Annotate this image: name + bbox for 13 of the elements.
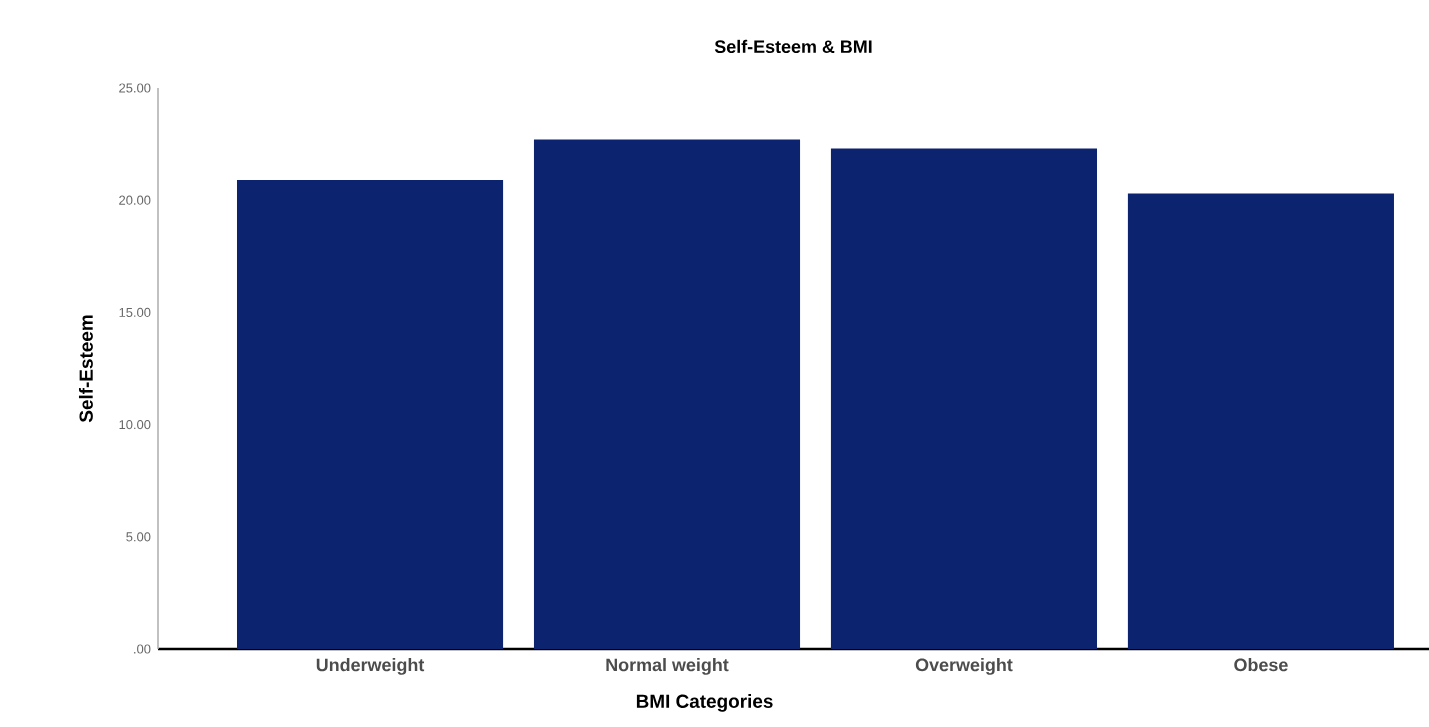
x-axis-title: BMI Categories <box>636 694 773 712</box>
chart-title: Self-Esteem & BMI <box>714 39 872 54</box>
y-axis-title: Self-Esteem <box>78 315 93 423</box>
y-tick-label: 15.00 <box>119 307 151 317</box>
x-tick-label: Obese <box>1234 658 1288 672</box>
y-tick-label: 10.00 <box>119 420 151 430</box>
y-tick-label: 25.00 <box>119 83 151 93</box>
y-tick-label: 5.00 <box>126 532 151 542</box>
x-tick-label: Underweight <box>316 658 425 675</box>
y-tick-label: .00 <box>134 644 151 654</box>
x-tick-label: Overweight <box>915 658 1013 675</box>
x-tick-label: Normal weight <box>606 658 729 675</box>
y-tick-label: 20.00 <box>119 195 151 205</box>
